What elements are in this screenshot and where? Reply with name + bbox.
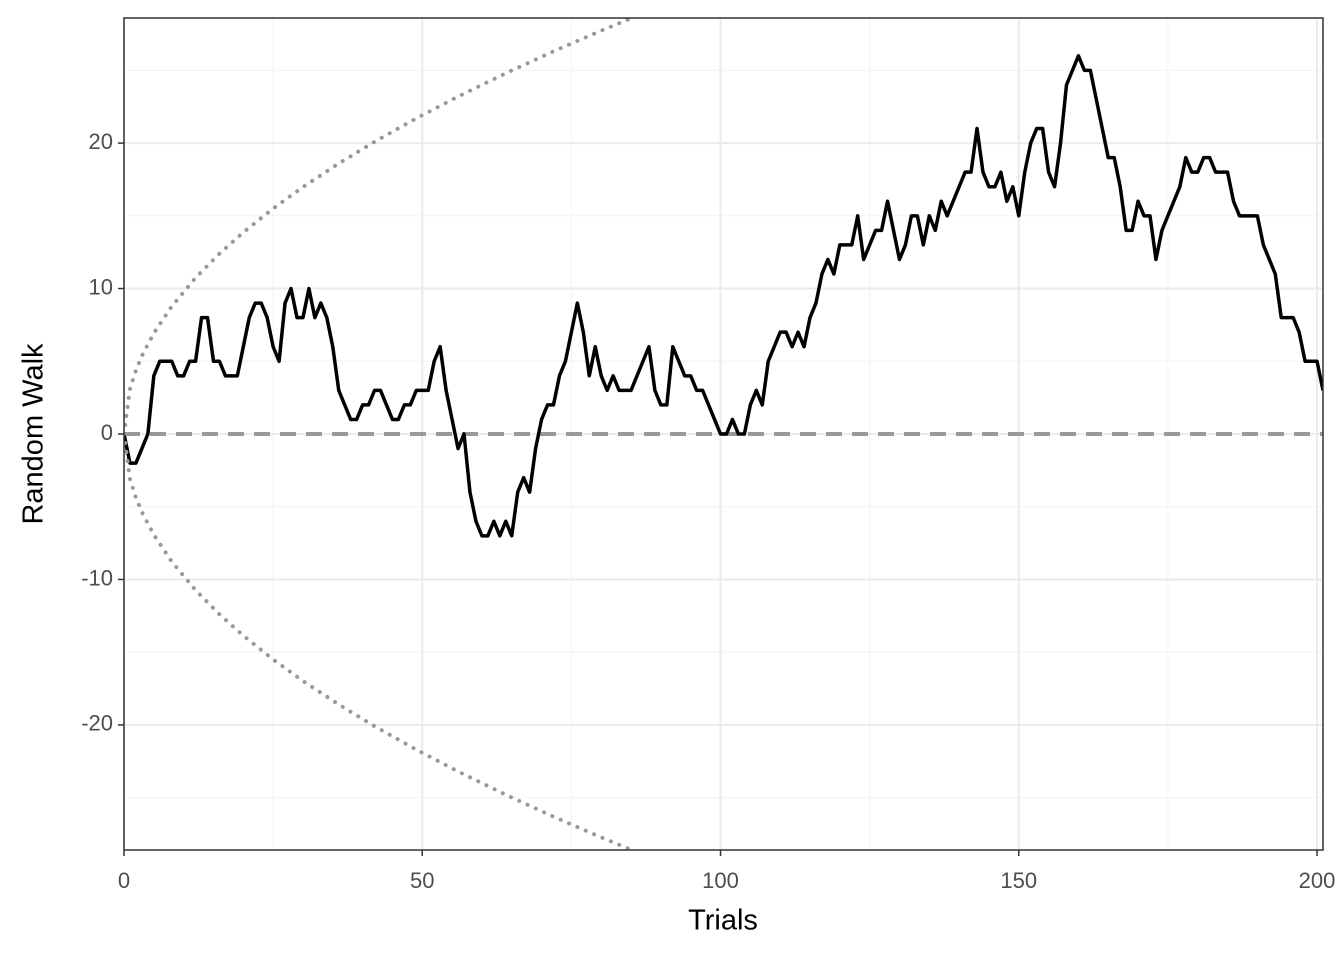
y-tick-label: 10 [89, 274, 113, 299]
x-tick-label: 50 [410, 868, 434, 893]
bound-line [124, 18, 634, 436]
y-tick-label: 20 [89, 129, 113, 154]
bound-line [124, 432, 634, 850]
y-tick-label: 0 [101, 420, 113, 445]
y-tick-label: -10 [81, 565, 113, 590]
x-axis-title: Trials [688, 905, 758, 937]
walk-line [124, 54, 1323, 538]
x-tick-label: 200 [1299, 868, 1336, 893]
y-tick-label: -20 [81, 711, 113, 736]
y-axis-title: Random Walk [18, 343, 50, 525]
x-tick-label: 0 [118, 868, 130, 893]
x-tick-label: 150 [1000, 868, 1037, 893]
x-tick-label: 100 [702, 868, 739, 893]
plot-marks [124, 18, 1323, 850]
